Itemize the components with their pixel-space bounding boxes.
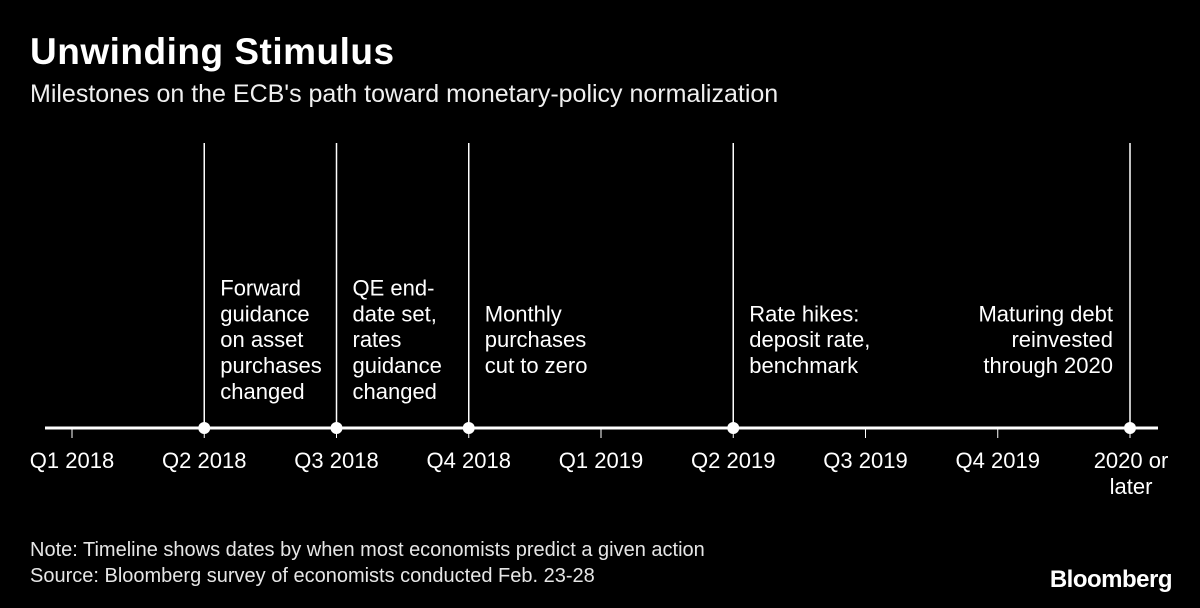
milestone-label: changed: [353, 379, 437, 404]
axis-tick-label: Q3 2019: [823, 448, 907, 473]
milestone-label: Monthly: [485, 301, 562, 326]
chart-subtitle: Milestones on the ECB's path toward mone…: [30, 80, 779, 108]
milestone-marker: [1124, 422, 1136, 434]
milestone-label: date set,: [353, 301, 437, 326]
milestone-label: purchases: [220, 353, 322, 378]
milestone-marker: [198, 422, 211, 434]
milestone-label: QE end-: [353, 276, 435, 301]
source-text: Source: Bloomberg survey of economists c…: [30, 565, 595, 587]
milestone-marker: [462, 422, 475, 434]
axis-tick-label: Q4 2019: [956, 448, 1040, 473]
milestone-label: Maturing debt: [978, 301, 1113, 326]
milestone-label: guidance: [220, 301, 309, 326]
axis-tick-label: Q1 2019: [559, 448, 643, 473]
milestone-marker: [330, 422, 343, 434]
milestone-label: changed: [220, 379, 304, 404]
axis-tick-label: Q3 2018: [294, 448, 378, 473]
milestone-label: guidance: [353, 353, 442, 378]
axis-tick-label: Q4 2018: [427, 448, 511, 473]
milestone-label: benchmark: [749, 353, 859, 378]
bloomberg-logo: Bloomberg: [1049, 566, 1173, 593]
milestone-label: reinvested: [1011, 327, 1113, 352]
footnote: Note: Timeline shows dates by when most …: [30, 537, 705, 589]
axis-tick-label: Q2 2018: [162, 448, 246, 473]
milestone-label: rates: [353, 327, 402, 352]
milestone-label: through 2020: [983, 353, 1113, 378]
milestone-label: Forward: [220, 276, 301, 301]
axis-tick-label: Q1 2018: [30, 448, 114, 473]
milestone-label: on asset: [220, 327, 303, 352]
milestone-label: Rate hikes:: [749, 301, 859, 326]
milestone-marker: [727, 422, 740, 434]
milestone-label: cut to zero: [485, 353, 588, 378]
axis-tick-label: 2020 or: [1094, 448, 1169, 473]
chart-title: Unwinding Stimulus: [30, 31, 395, 72]
axis-tick-label: later: [1110, 474, 1153, 499]
note-text: Note: Timeline shows dates by when most …: [30, 539, 705, 561]
milestone-label: purchases: [485, 327, 587, 352]
axis-tick-label: Q2 2019: [691, 448, 775, 473]
milestone-label: deposit rate,: [749, 327, 870, 352]
